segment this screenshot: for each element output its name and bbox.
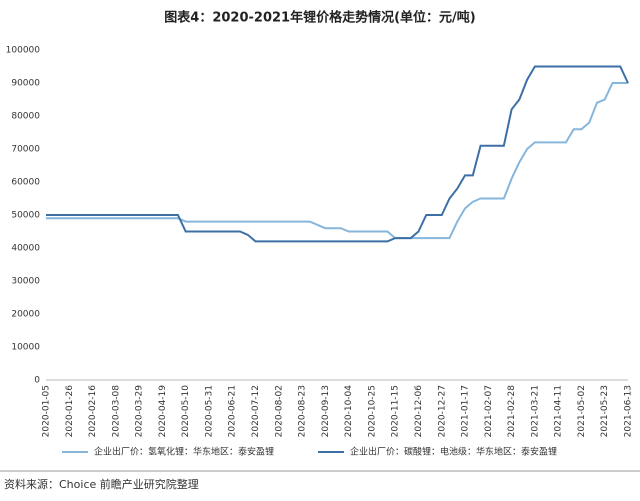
x-tick-label: 2021-04-11	[554, 385, 564, 437]
x-tick-label: 2020-05-10	[181, 385, 191, 438]
x-tick-label: 2021-02-28	[507, 385, 517, 438]
y-tick-label: 30000	[11, 277, 40, 287]
x-tick-label: 2020-01-26	[65, 385, 75, 438]
x-tick-label: 2020-05-31	[204, 385, 214, 437]
y-tick-label: 70000	[11, 145, 40, 155]
legend-label: 企业出厂价：碳酸锂：电池级：华东地区：泰安盈锂	[350, 446, 557, 458]
x-tick-label: 2020-09-13	[321, 385, 331, 437]
x-tick-label: 2020-08-02	[274, 385, 284, 437]
x-tick-label: 2020-12-06	[414, 385, 424, 438]
y-tick-label: 80000	[11, 112, 40, 122]
y-tick-label: 60000	[11, 178, 40, 188]
x-tick-label: 2020-10-04	[344, 385, 354, 438]
y-tick-label: 20000	[11, 310, 40, 320]
y-tick-label: 100000	[6, 46, 41, 56]
y-tick-label: 40000	[11, 244, 40, 254]
x-tick-label: 2020-04-19	[158, 385, 168, 438]
x-tick-label: 2020-03-08	[111, 385, 121, 438]
series-line	[46, 65, 629, 243]
x-tick-label: 2021-01-17	[461, 385, 471, 437]
x-tick-label: 2020-11-15	[391, 385, 401, 437]
y-tick-label: 90000	[11, 79, 40, 89]
x-tick-label: 2020-10-25	[367, 385, 377, 437]
x-tick-label: 2020-06-21	[228, 385, 238, 437]
x-tick-label: 2021-05-23	[600, 385, 610, 437]
y-tick-label: 50000	[11, 211, 40, 221]
x-tick-label: 2020-03-29	[135, 385, 145, 438]
y-tick-label: 0	[34, 376, 40, 386]
y-tick-label: 10000	[11, 343, 40, 353]
x-tick-label: 2020-08-23	[298, 385, 308, 437]
source: 资料来源：Choice 前瞻产业研究院整理	[4, 477, 199, 491]
x-tick-label: 2021-05-02	[577, 385, 587, 437]
legend-label: 企业出厂价：氢氧化锂：华东地区：泰安盈锂	[94, 446, 274, 458]
series-line	[46, 82, 628, 240]
x-tick-label: 2021-06-13	[624, 385, 634, 437]
x-tick-label: 2020-12-27	[437, 385, 447, 437]
x-tick-label: 2020-07-12	[251, 385, 261, 437]
x-tick-label: 2020-01-05	[42, 385, 52, 437]
chart-title: 图表4：2020-2021年锂价格走势情况(单位：元/吨)	[164, 10, 475, 26]
x-tick-label: 2020-02-16	[88, 385, 98, 438]
x-tick-label: 2021-03-21	[530, 385, 540, 437]
x-tick-label: 2021-02-07	[484, 385, 494, 437]
